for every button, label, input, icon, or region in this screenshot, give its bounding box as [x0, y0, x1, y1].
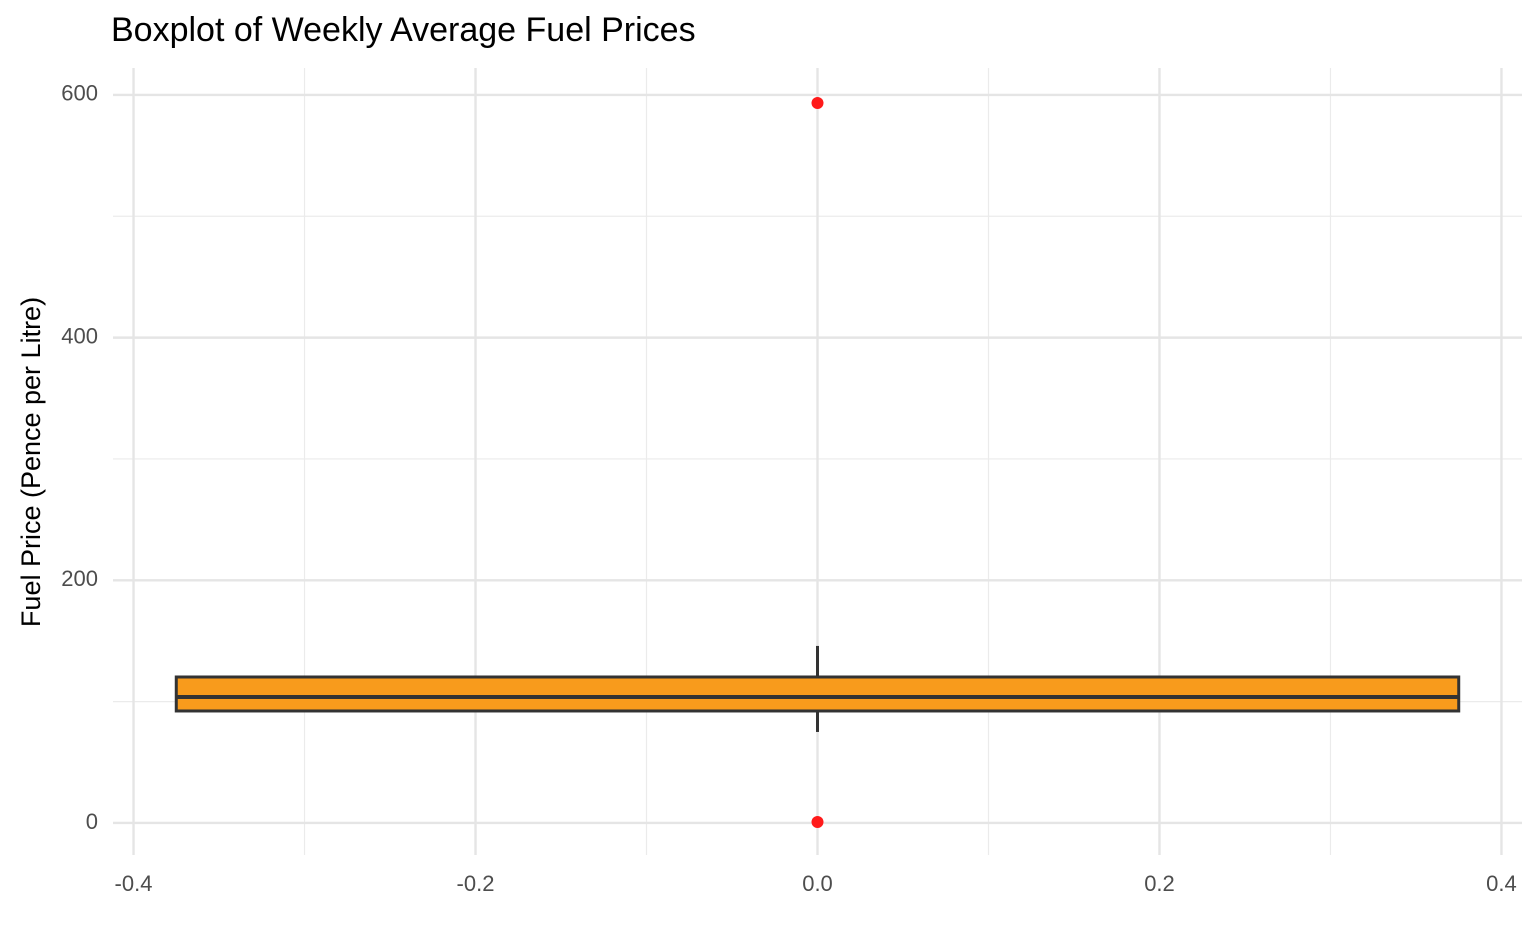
y-tick-label: 0	[86, 809, 98, 834]
y-tick-label: 600	[61, 81, 98, 106]
y-tick-label: 400	[61, 323, 98, 348]
box	[174, 675, 1461, 713]
x-tick-label: 0.0	[802, 871, 833, 896]
y-axis-label: Fuel Price (Pence per Litre)	[16, 297, 46, 627]
x-tick-label: -0.2	[457, 871, 495, 896]
x-tick-label: 0.4	[1486, 871, 1517, 896]
outlier	[811, 96, 824, 109]
outlier	[811, 815, 824, 828]
y-tick-label: 200	[61, 566, 98, 591]
x-tick-label: -0.4	[115, 871, 153, 896]
x-tick-label: 0.2	[1144, 871, 1175, 896]
chart-title: Boxplot of Weekly Average Fuel Prices	[111, 11, 696, 49]
